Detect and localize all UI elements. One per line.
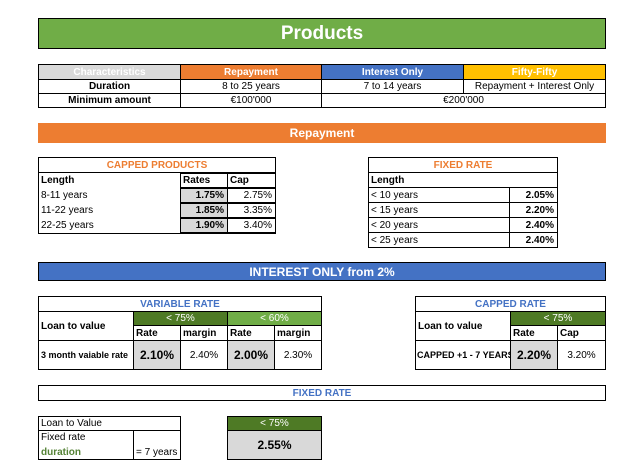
- capped-row-rate: 1.85%: [180, 203, 228, 218]
- minimum-amount-other: €200'000: [321, 93, 606, 108]
- variable-rate-title: VARIABLE RATE: [38, 296, 322, 312]
- variable-rate-value: 2.00%: [227, 340, 275, 370]
- fixed-row-rate: 2.20%: [509, 202, 558, 218]
- variable-rate-value: 2.10%: [133, 340, 181, 370]
- fixed-row-length: < 15 years: [368, 202, 510, 218]
- variable-rate-header: Rate: [133, 325, 181, 341]
- header-fifty-fifty: Fifty-Fifty: [463, 64, 606, 80]
- fixed-row-length: < 25 years: [368, 232, 510, 248]
- capped-rates-header: Rates: [180, 173, 228, 188]
- duration-interest-only: 7 to 14 years: [321, 79, 464, 94]
- variable-band-60: < 60%: [227, 311, 322, 326]
- minimum-amount-repayment: €100'000: [180, 93, 322, 108]
- capped-row-length: 11-22 years: [41, 205, 94, 216]
- fixed-band-75: < 75%: [227, 416, 322, 431]
- fixed-row-rate: 2.40%: [509, 217, 558, 233]
- variable-ltv-label: Loan to value: [38, 311, 134, 341]
- variable-band-75: < 75%: [133, 311, 228, 326]
- duration-fifty-fifty: Repayment + Interest Only: [463, 79, 606, 94]
- capped-rate-header: Rate: [510, 325, 558, 341]
- fixed-rate-label: Fixed rate: [41, 432, 86, 443]
- variable-margin-value: 2.30%: [274, 340, 322, 370]
- capped-row-rate: 1.90%: [180, 218, 228, 233]
- capped-cap-value: 3.20%: [557, 340, 606, 370]
- capped-rate-title: CAPPED RATE: [415, 296, 606, 312]
- capped-products-title: CAPPED PRODUCTS: [38, 157, 276, 173]
- interest-only-section-title: INTEREST ONLY from 2%: [38, 262, 606, 281]
- fixed-duration-value: = 7 years: [133, 430, 181, 460]
- capped-row-label: CAPPED +1 - 7 YEARS: [415, 340, 511, 370]
- capped-length-header: Length: [41, 175, 75, 186]
- capped-rate-value: 2.20%: [510, 340, 558, 370]
- capped-band-75: < 75%: [510, 311, 606, 326]
- duration-label: Duration: [38, 79, 181, 94]
- page-title: Products: [38, 18, 606, 49]
- header-interest-only: Interest Only: [321, 64, 464, 80]
- fixed-row-rate: 2.40%: [509, 232, 558, 248]
- header-repayment: Repayment: [180, 64, 322, 80]
- fixed-rate-duration-cell: Fixed rate duration: [38, 430, 134, 460]
- variable-margin-header: margin: [274, 325, 322, 341]
- capped-row-length: 22-25 years: [41, 220, 94, 231]
- capped-row-length: 8-11 years: [41, 190, 88, 201]
- variable-margin-header: margin: [180, 325, 228, 341]
- fixed-row-length: < 10 years: [368, 187, 510, 203]
- repayment-fixed-rate-title: FIXED RATE: [368, 157, 558, 173]
- variable-row-label: 3 month vaiable rate: [38, 340, 134, 370]
- interest-only-fixed-rate-title: FIXED RATE: [38, 385, 606, 401]
- repayment-section-title: Repayment: [38, 123, 606, 143]
- fixed-length-header: Length: [368, 172, 558, 188]
- duration-repayment: 8 to 25 years: [180, 79, 322, 94]
- fixed-ltv-label: Loan to Value: [38, 416, 181, 431]
- capped-row-cap: 3.40%: [227, 218, 276, 233]
- fixed-row-rate: 2.05%: [509, 187, 558, 203]
- capped-row-rate: 1.75%: [180, 188, 228, 203]
- minimum-amount-label: Minimum amount: [38, 93, 181, 108]
- capped-cap-header: Cap: [227, 173, 276, 188]
- fixed-row-length: < 20 years: [368, 217, 510, 233]
- variable-rate-header: Rate: [227, 325, 275, 341]
- fixed-rate-value: 2.55%: [227, 430, 322, 460]
- variable-margin-value: 2.40%: [180, 340, 228, 370]
- header-characteristics: Characteristics: [38, 64, 181, 80]
- capped-row-cap: 3.35%: [227, 203, 276, 218]
- capped-ltv-label: Loan to value: [415, 311, 511, 341]
- capped-cap-header: Cap: [557, 325, 606, 341]
- capped-row-cap: 2.75%: [227, 188, 276, 203]
- fixed-duration-label: duration: [41, 447, 81, 458]
